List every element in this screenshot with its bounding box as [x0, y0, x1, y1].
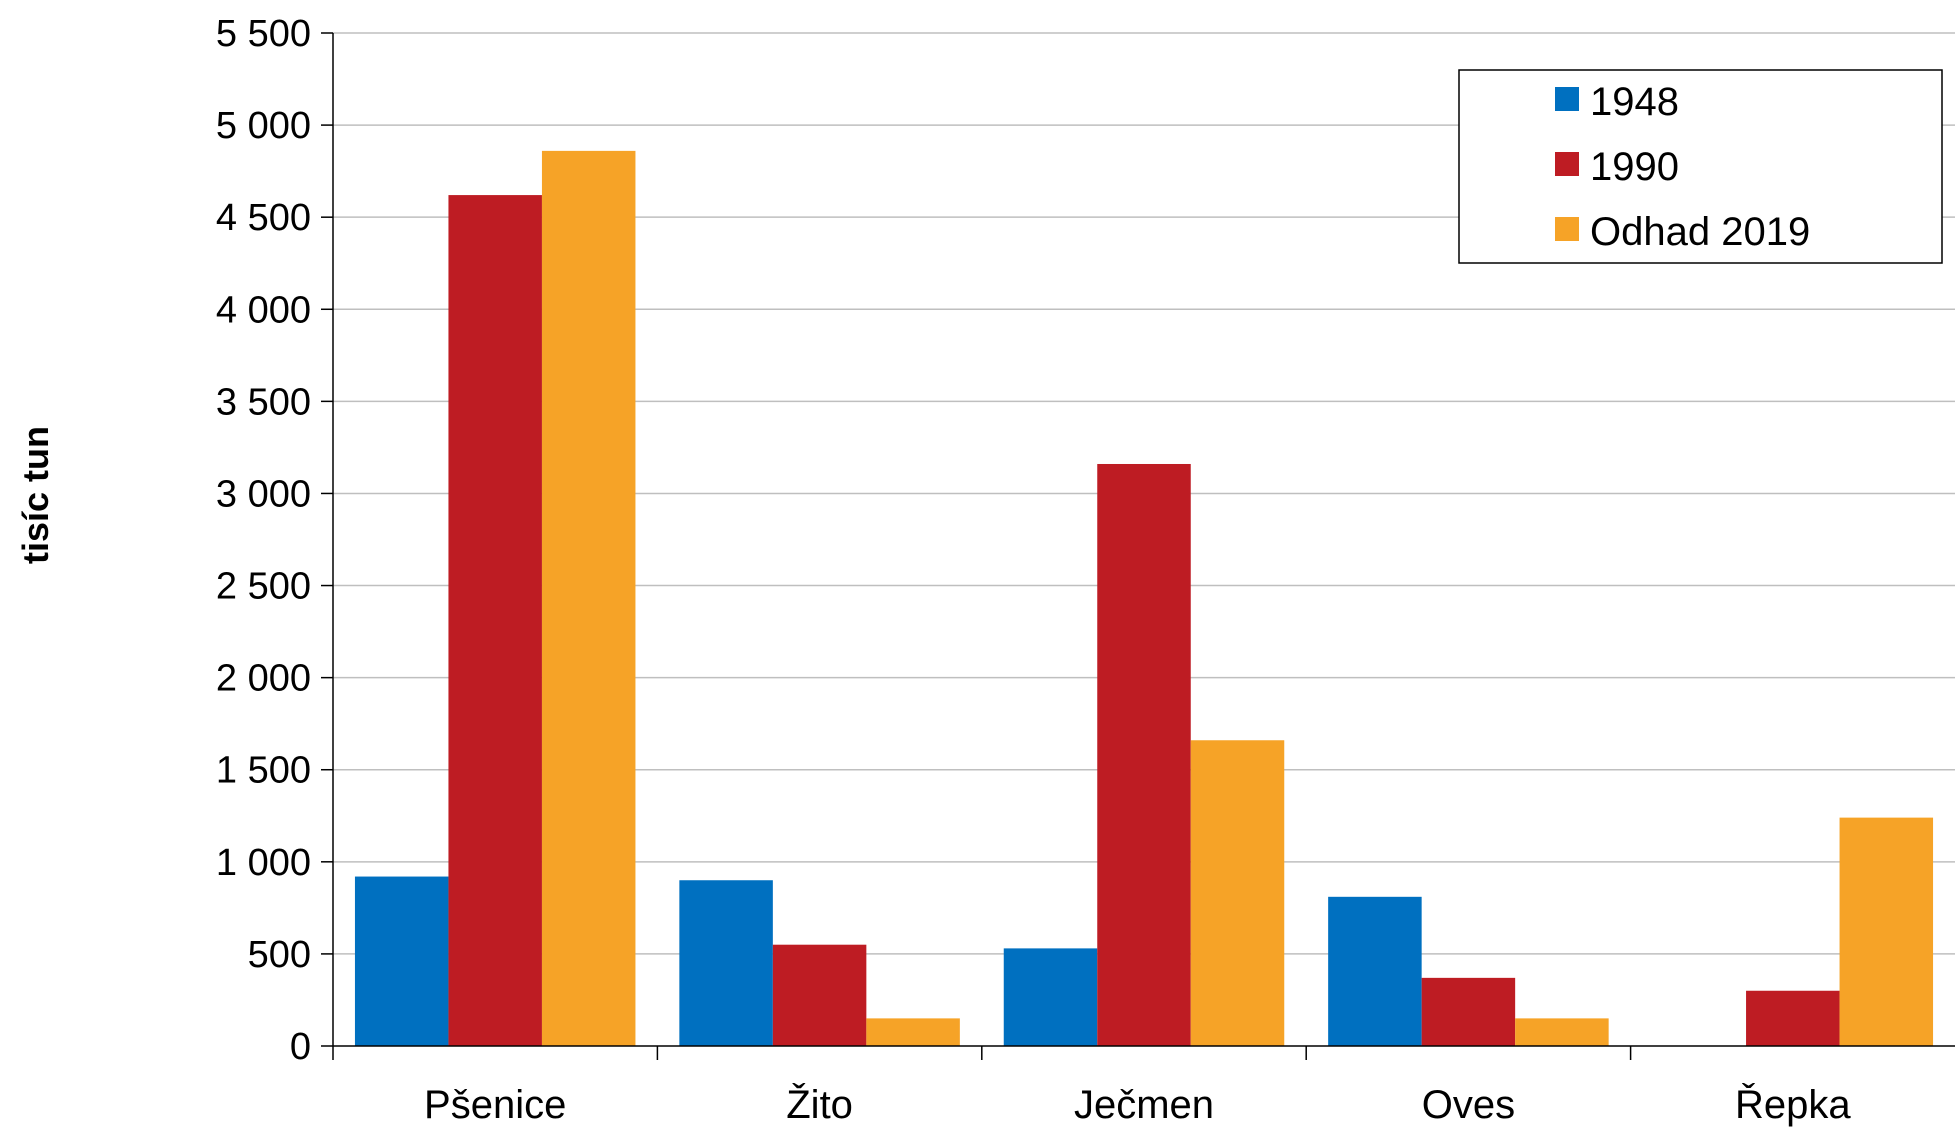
y-tick-label: 2 500: [216, 566, 311, 608]
bar: [1003, 948, 1098, 1046]
y-axis-label: tisíc tun: [15, 426, 56, 564]
bar: [1746, 990, 1840, 1046]
legend-swatch: [1555, 152, 1579, 176]
legend: 1948 1990 Odhad 2019: [1458, 69, 1943, 264]
y-tick-label: 4 500: [216, 197, 311, 239]
bar: [448, 195, 542, 1046]
bar: [1421, 977, 1516, 1046]
y-tick-label: 3 500: [216, 381, 311, 423]
category-label: Pšenice: [424, 1083, 566, 1127]
bar: [1190, 740, 1285, 1046]
legend-box: [1458, 69, 1943, 264]
y-tick-label: 5 500: [216, 13, 311, 55]
bar: [354, 876, 449, 1046]
y-tick-label: 2 000: [216, 658, 311, 700]
y-tick-label: 3 000: [216, 473, 311, 515]
bar: [1839, 817, 1934, 1046]
legend-label: 1948: [1590, 80, 1679, 124]
y-tick-label: 5 000: [216, 105, 311, 147]
y-tick-label: 1 000: [216, 842, 311, 884]
axes: [321, 32, 1955, 1060]
legend-label: 1990: [1590, 145, 1679, 189]
category-label: Žito: [786, 1082, 853, 1127]
bar: [866, 1018, 960, 1046]
x-category-labels: Pšenice Žito Ječmen Oves Řepka: [424, 1082, 1851, 1127]
category-label: Ječmen: [1074, 1083, 1214, 1127]
y-tick-label: 0: [290, 1026, 311, 1068]
bars: [354, 150, 1934, 1047]
bar: [1515, 1018, 1609, 1046]
y-tick-label: 4 000: [216, 289, 311, 331]
y-tick-label: 1 500: [216, 750, 311, 792]
category-label: Řepka: [1735, 1082, 1851, 1127]
bar: [541, 150, 636, 1047]
y-tick-label: 500: [248, 934, 311, 976]
bar: [1328, 896, 1422, 1046]
legend-swatch: [1555, 87, 1579, 111]
bar: [679, 880, 773, 1046]
category-label: Oves: [1422, 1083, 1515, 1127]
bar: [1097, 463, 1191, 1046]
y-tick-labels: 0 500 1 000 1 500 2 000 2 500 3 000 3 500 4 000 4…: [216, 13, 311, 1068]
bar: [772, 944, 867, 1046]
legend-label: Odhad 2019: [1590, 210, 1810, 254]
legend-swatch: [1555, 217, 1579, 241]
